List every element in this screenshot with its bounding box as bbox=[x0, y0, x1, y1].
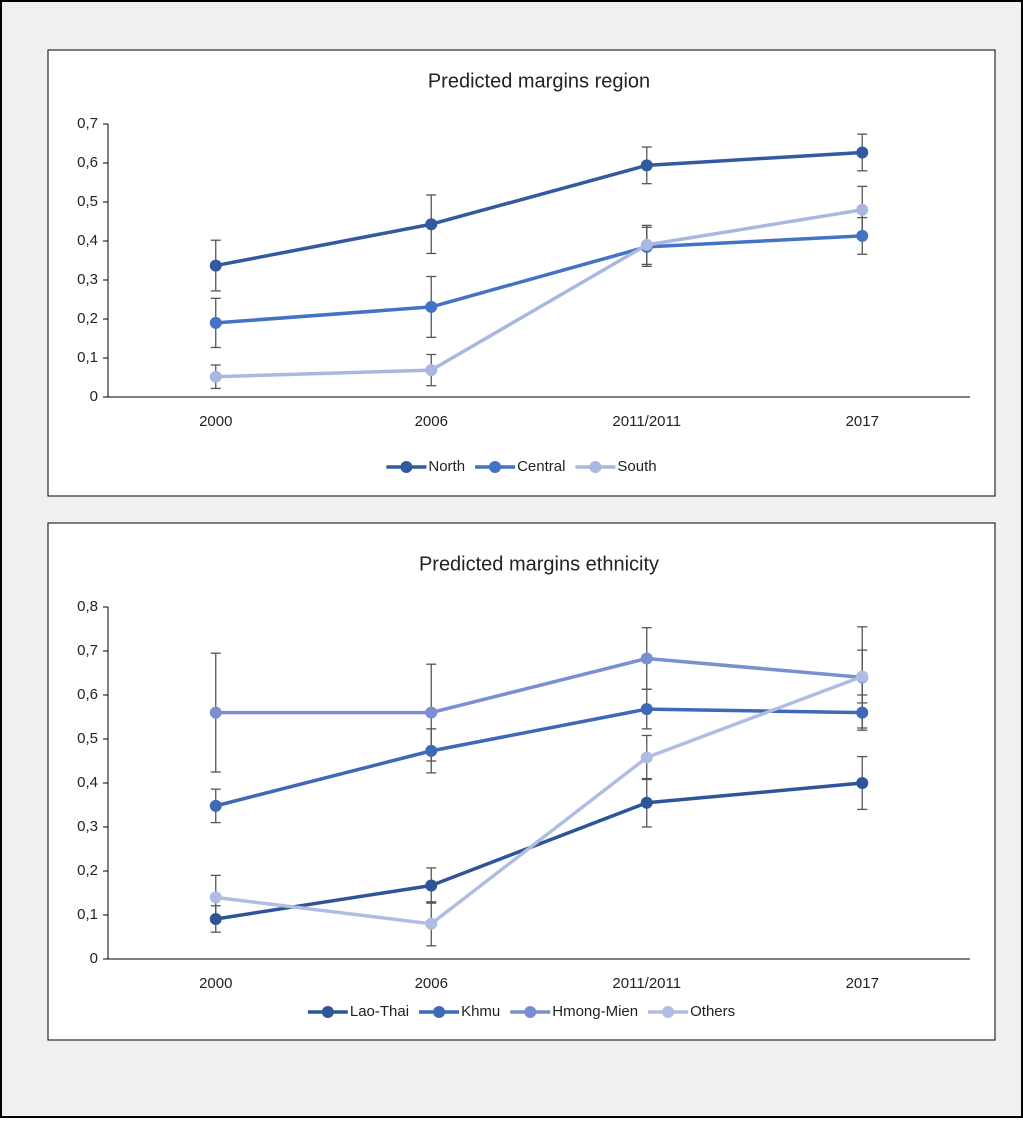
legend-label: Others bbox=[690, 1003, 735, 1020]
legend-label: South bbox=[617, 458, 656, 475]
data-point bbox=[425, 706, 438, 719]
data-point bbox=[209, 799, 222, 812]
y-tick-label: 0,1 bbox=[77, 349, 98, 366]
data-point bbox=[640, 751, 653, 764]
series-line bbox=[215, 674, 863, 926]
data-point bbox=[640, 703, 653, 716]
chart-title: Predicted margins region bbox=[428, 70, 650, 92]
legend-marker bbox=[400, 461, 413, 473]
legend-label: North bbox=[428, 458, 465, 475]
legend-label: Hmong-Mien bbox=[552, 1003, 638, 1020]
x-tick-label: 2017 bbox=[846, 975, 879, 992]
data-point bbox=[425, 917, 438, 930]
data-point bbox=[856, 146, 869, 159]
legend-item: Central bbox=[475, 458, 565, 475]
y-tick-label: 0,8 bbox=[77, 598, 98, 615]
data-point bbox=[640, 159, 653, 172]
data-point bbox=[425, 364, 438, 377]
legend-label: Lao-Thai bbox=[350, 1003, 409, 1020]
chart-frame bbox=[47, 522, 996, 1041]
y-tick-label: 0,3 bbox=[77, 818, 98, 835]
x-tick-label: 2011/2011 bbox=[612, 413, 681, 430]
y-tick-label: 0,1 bbox=[77, 906, 98, 923]
legend: North Central South bbox=[386, 458, 657, 475]
series-line bbox=[215, 781, 863, 921]
x-tick-label: 2017 bbox=[846, 413, 879, 430]
legend-marker bbox=[662, 1006, 675, 1018]
legend-item: Lao-Thai bbox=[307, 1003, 409, 1020]
legend-item: Khmu bbox=[419, 1003, 500, 1020]
data-point bbox=[425, 879, 438, 892]
legend-marker bbox=[321, 1006, 334, 1018]
data-point bbox=[209, 259, 222, 272]
legend-marker bbox=[589, 461, 602, 473]
x-tick-label: 2000 bbox=[199, 413, 232, 430]
y-tick-label: 0,6 bbox=[77, 154, 98, 171]
data-point bbox=[209, 891, 222, 904]
y-tick-label: 0,5 bbox=[77, 730, 98, 747]
series-line bbox=[215, 656, 863, 715]
data-point bbox=[209, 912, 222, 925]
legend-item: Hmong-Mien bbox=[510, 1003, 638, 1020]
data-point bbox=[425, 218, 438, 231]
data-point bbox=[425, 300, 438, 313]
x-tick-label: 2006 bbox=[415, 975, 448, 992]
data-point bbox=[209, 370, 222, 383]
legend-item: North bbox=[386, 458, 465, 475]
series-line bbox=[215, 150, 863, 268]
data-point bbox=[640, 238, 653, 251]
legend-marker bbox=[524, 1006, 537, 1018]
y-tick-label: 0,2 bbox=[77, 310, 98, 327]
data-point bbox=[856, 777, 869, 789]
data-point bbox=[425, 744, 438, 757]
data-point bbox=[856, 706, 869, 719]
chart-title: Predicted margins ethnicity bbox=[419, 553, 659, 575]
y-tick-label: 0,4 bbox=[77, 774, 98, 791]
data-point bbox=[856, 203, 869, 216]
data-point bbox=[640, 796, 653, 809]
y-tick-label: 0,2 bbox=[77, 862, 98, 879]
data-point bbox=[640, 652, 653, 665]
legend-marker bbox=[489, 461, 502, 473]
y-tick-label: 0,4 bbox=[77, 232, 98, 249]
x-tick-label: 2011/2011 bbox=[612, 975, 681, 992]
x-tick-label: 2006 bbox=[415, 413, 448, 430]
y-tick-label: 0,7 bbox=[77, 642, 98, 659]
legend-label: Khmu bbox=[461, 1003, 500, 1020]
legend-label: Central bbox=[517, 458, 565, 475]
data-point bbox=[856, 229, 869, 242]
data-point bbox=[209, 316, 222, 329]
y-tick-label: 0 bbox=[90, 388, 98, 405]
series-line bbox=[215, 208, 863, 379]
data-point bbox=[856, 670, 869, 683]
y-tick-label: 0,5 bbox=[77, 193, 98, 210]
y-tick-label: 0,3 bbox=[77, 271, 98, 288]
y-tick-label: 0 bbox=[90, 950, 98, 967]
series-line bbox=[215, 707, 863, 808]
legend-item: South bbox=[575, 458, 657, 475]
chart-frame bbox=[47, 49, 996, 497]
series-line bbox=[215, 234, 863, 325]
legend: Lao-Thai Khmu Hmong-Mien Others bbox=[307, 1003, 735, 1020]
y-tick-label: 0,7 bbox=[77, 115, 98, 132]
legend-item: Others bbox=[648, 1003, 735, 1020]
legend-marker bbox=[433, 1006, 446, 1018]
data-point bbox=[209, 706, 222, 719]
x-tick-label: 2000 bbox=[199, 975, 232, 992]
y-tick-label: 0,6 bbox=[77, 686, 98, 703]
